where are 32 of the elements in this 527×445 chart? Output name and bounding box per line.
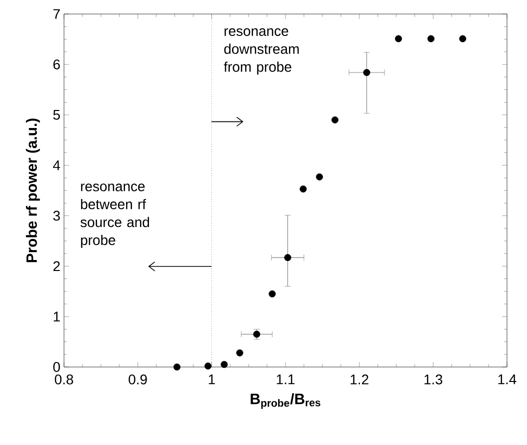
point <box>427 35 434 42</box>
point <box>316 173 323 180</box>
x-tick-label: 1.1 <box>276 374 295 384</box>
point <box>300 185 307 192</box>
y-tick-label: 0 <box>53 362 60 372</box>
y-tick-label: 7 <box>53 9 60 19</box>
point <box>268 290 276 298</box>
x-tick-label: 1 <box>208 374 215 384</box>
point <box>220 360 228 368</box>
x-tick-label: 1.3 <box>424 374 442 384</box>
y-tick-label: 1 <box>54 312 60 322</box>
point <box>331 116 338 124</box>
y-axis-title: Probe rf power (a.u.) <box>26 118 40 262</box>
point <box>459 35 466 42</box>
x-tick-label: 1.4 <box>498 374 516 384</box>
y-tick-label: 4 <box>53 160 60 170</box>
point <box>236 349 244 356</box>
point <box>204 362 212 370</box>
x-tick-label: 1.2 <box>350 374 368 384</box>
y-tick-label: 5 <box>53 110 60 120</box>
point <box>363 69 370 76</box>
point <box>394 35 402 42</box>
annotation: resonance between rf source and probe <box>80 184 150 248</box>
y-tick-label: 2 <box>53 261 60 272</box>
point <box>284 254 292 262</box>
y-tick-label: 6 <box>53 59 60 70</box>
annotation: resonance downstream from probe <box>224 28 299 75</box>
x-tick-label: 0.8 <box>54 374 74 384</box>
x-axis-title: B$_{probe}$/B$_{res}$ <box>250 393 320 409</box>
x-tick-label: 0.9 <box>128 374 147 384</box>
point <box>173 364 180 370</box>
y-tick-label: 3 <box>53 210 60 221</box>
